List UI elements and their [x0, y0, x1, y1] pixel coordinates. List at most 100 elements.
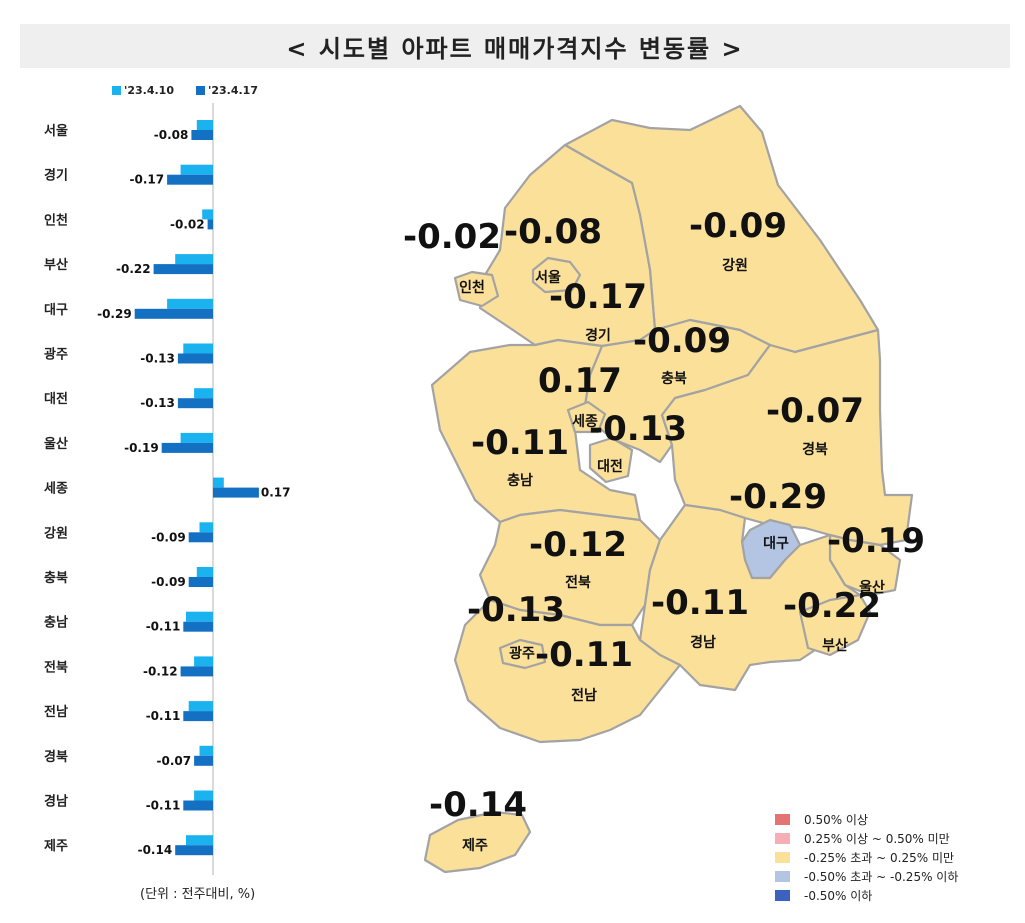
region-gyeongnam: [638, 503, 862, 692]
bar-legend: '23.4.10 '23.4.17: [112, 84, 258, 97]
bar-prev-week: [202, 209, 213, 220]
legend-swatch-this-week: [196, 86, 205, 95]
map-region-name: 서울: [535, 269, 561, 286]
category-label: 인천: [44, 212, 68, 228]
legend-item-prev-week: '23.4.10: [112, 84, 174, 97]
bar-this-week: [194, 755, 213, 766]
bar-this-week: [188, 532, 213, 543]
map-value-label: -0.22: [783, 586, 881, 626]
data-label: -0.11: [146, 620, 181, 634]
bar-this-week: [134, 308, 213, 319]
category-label: 강원: [44, 525, 68, 541]
bar-prev-week: [199, 745, 213, 756]
bar-prev-week: [183, 343, 213, 354]
category-label: 충남: [44, 615, 68, 631]
map-legend-swatch: [775, 814, 790, 825]
bar-prev-week: [194, 656, 213, 667]
bar-this-week: [161, 442, 213, 453]
data-label: -0.11: [146, 709, 181, 723]
legend-label-this-week: '23.4.17: [208, 84, 258, 97]
bar-this-week: [175, 845, 213, 856]
bar-this-week: [183, 711, 213, 722]
bar-this-week: [191, 130, 213, 140]
map-legend-label: -0.25% 초과 ~ 0.25% 미만: [804, 851, 955, 865]
bar-this-week: [188, 577, 213, 587]
map-value-label: -0.07: [766, 391, 864, 431]
category-label: 경기: [44, 168, 68, 184]
map-region-name: 대전: [597, 458, 623, 475]
category-label: 부산: [44, 257, 68, 273]
map-legend: 0.50% 이상 0.25% 이상 ~ 0.50% 미만 -0.25% 초과 ~ 0…: [775, 810, 958, 905]
bar-prev-week: [213, 477, 224, 488]
map-legend-label: -0.50% 초과 ~ -0.25% 이하: [804, 870, 959, 884]
bar-prev-week: [196, 567, 213, 577]
map-region-name: 전남: [571, 687, 597, 704]
map-region-name: 대구: [763, 536, 789, 552]
map-legend-label: -0.50% 이하: [804, 889, 873, 903]
map-value-label: -0.02: [403, 217, 501, 257]
data-label: -0.14: [138, 843, 173, 857]
bar-this-week: [153, 264, 213, 275]
data-label: -0.11: [146, 799, 181, 813]
region-gwangju: [498, 638, 547, 670]
legend-swatch-prev-week: [112, 86, 121, 95]
map-shapes: [423, 104, 914, 874]
map-region-name: 전북: [565, 574, 591, 591]
region-jeju: [423, 810, 532, 874]
bar-this-week: [207, 219, 213, 230]
title-bar: < 시도별 아파트 매매가격지수 변동률 >: [20, 24, 1010, 68]
map-value-label: -0.14: [429, 785, 527, 825]
region-busan: [798, 593, 872, 657]
map-region-name: 경북: [802, 441, 828, 458]
region-jeonnam: [453, 598, 682, 744]
data-label: -0.09: [151, 530, 186, 544]
map-legend-swatch: [775, 833, 790, 844]
bar-this-week: [177, 353, 213, 364]
map-value-label: -0.13: [467, 590, 565, 630]
map-legend-item: -0.50% 초과 ~ -0.25% 이하: [775, 867, 958, 886]
category-label: 대전: [44, 391, 68, 407]
bar-prev-week: [167, 298, 213, 309]
map-legend-label: 0.25% 이상 ~ 0.50% 미만: [804, 832, 950, 846]
map-region-name: 경남: [690, 634, 716, 651]
map-legend-item: 0.50% 이상: [775, 810, 958, 829]
map-region-name: 제주: [462, 838, 488, 854]
data-label: 0.17: [261, 486, 291, 500]
category-label: 광주: [44, 348, 68, 363]
data-label: -0.29: [97, 307, 132, 321]
map-value-label: -0.11: [535, 635, 633, 675]
data-label: -0.07: [157, 754, 192, 768]
bar-this-week: [167, 174, 213, 185]
bar-prev-week: [196, 120, 213, 130]
data-label: -0.22: [116, 262, 151, 276]
map-value-label: -0.17: [549, 277, 647, 317]
data-label: -0.09: [151, 575, 186, 589]
data-label: -0.08: [154, 128, 189, 142]
category-label: 충북: [44, 570, 68, 586]
bar-prev-week: [186, 611, 213, 622]
bar-chart: 서울 -0.08 경기 -0.17 인천 -0.02 부산 -0.22 대구 -0.29 광주 -0.…: [44, 103, 291, 875]
data-label: -0.19: [124, 441, 159, 455]
data-label: -0.13: [140, 396, 175, 410]
map-region-name: 인천: [459, 279, 485, 296]
map-legend-swatch: [775, 852, 790, 863]
bar-this-week: [180, 666, 213, 677]
bar-prev-week: [180, 164, 213, 175]
map-legend-item: -0.25% 초과 ~ 0.25% 미만: [775, 848, 958, 867]
map-region-name: 광주: [509, 645, 535, 662]
map-legend-item: 0.25% 이상 ~ 0.50% 미만: [775, 829, 958, 848]
legend-label-prev-week: '23.4.10: [124, 84, 174, 97]
category-label: 경북: [44, 749, 68, 765]
map-value-label: -0.13: [589, 409, 687, 449]
map-value-label: -0.09: [689, 206, 787, 246]
map-legend-swatch: [775, 890, 790, 901]
map-labels: -0.08 서울 -0.02 인천 -0.17 경기 -0.09 강원 -0.09 충북 0.17 세…: [403, 206, 925, 854]
category-label: 서울: [44, 123, 68, 139]
category-label: 전북: [44, 659, 68, 675]
region-sejong: [566, 400, 607, 434]
bar-prev-week: [186, 835, 213, 846]
region-incheon: [453, 270, 500, 308]
map-region-name: 충남: [507, 472, 533, 489]
unit-note: (단위 : 전주대비, %): [140, 887, 256, 902]
map-value-label: -0.12: [529, 525, 627, 565]
